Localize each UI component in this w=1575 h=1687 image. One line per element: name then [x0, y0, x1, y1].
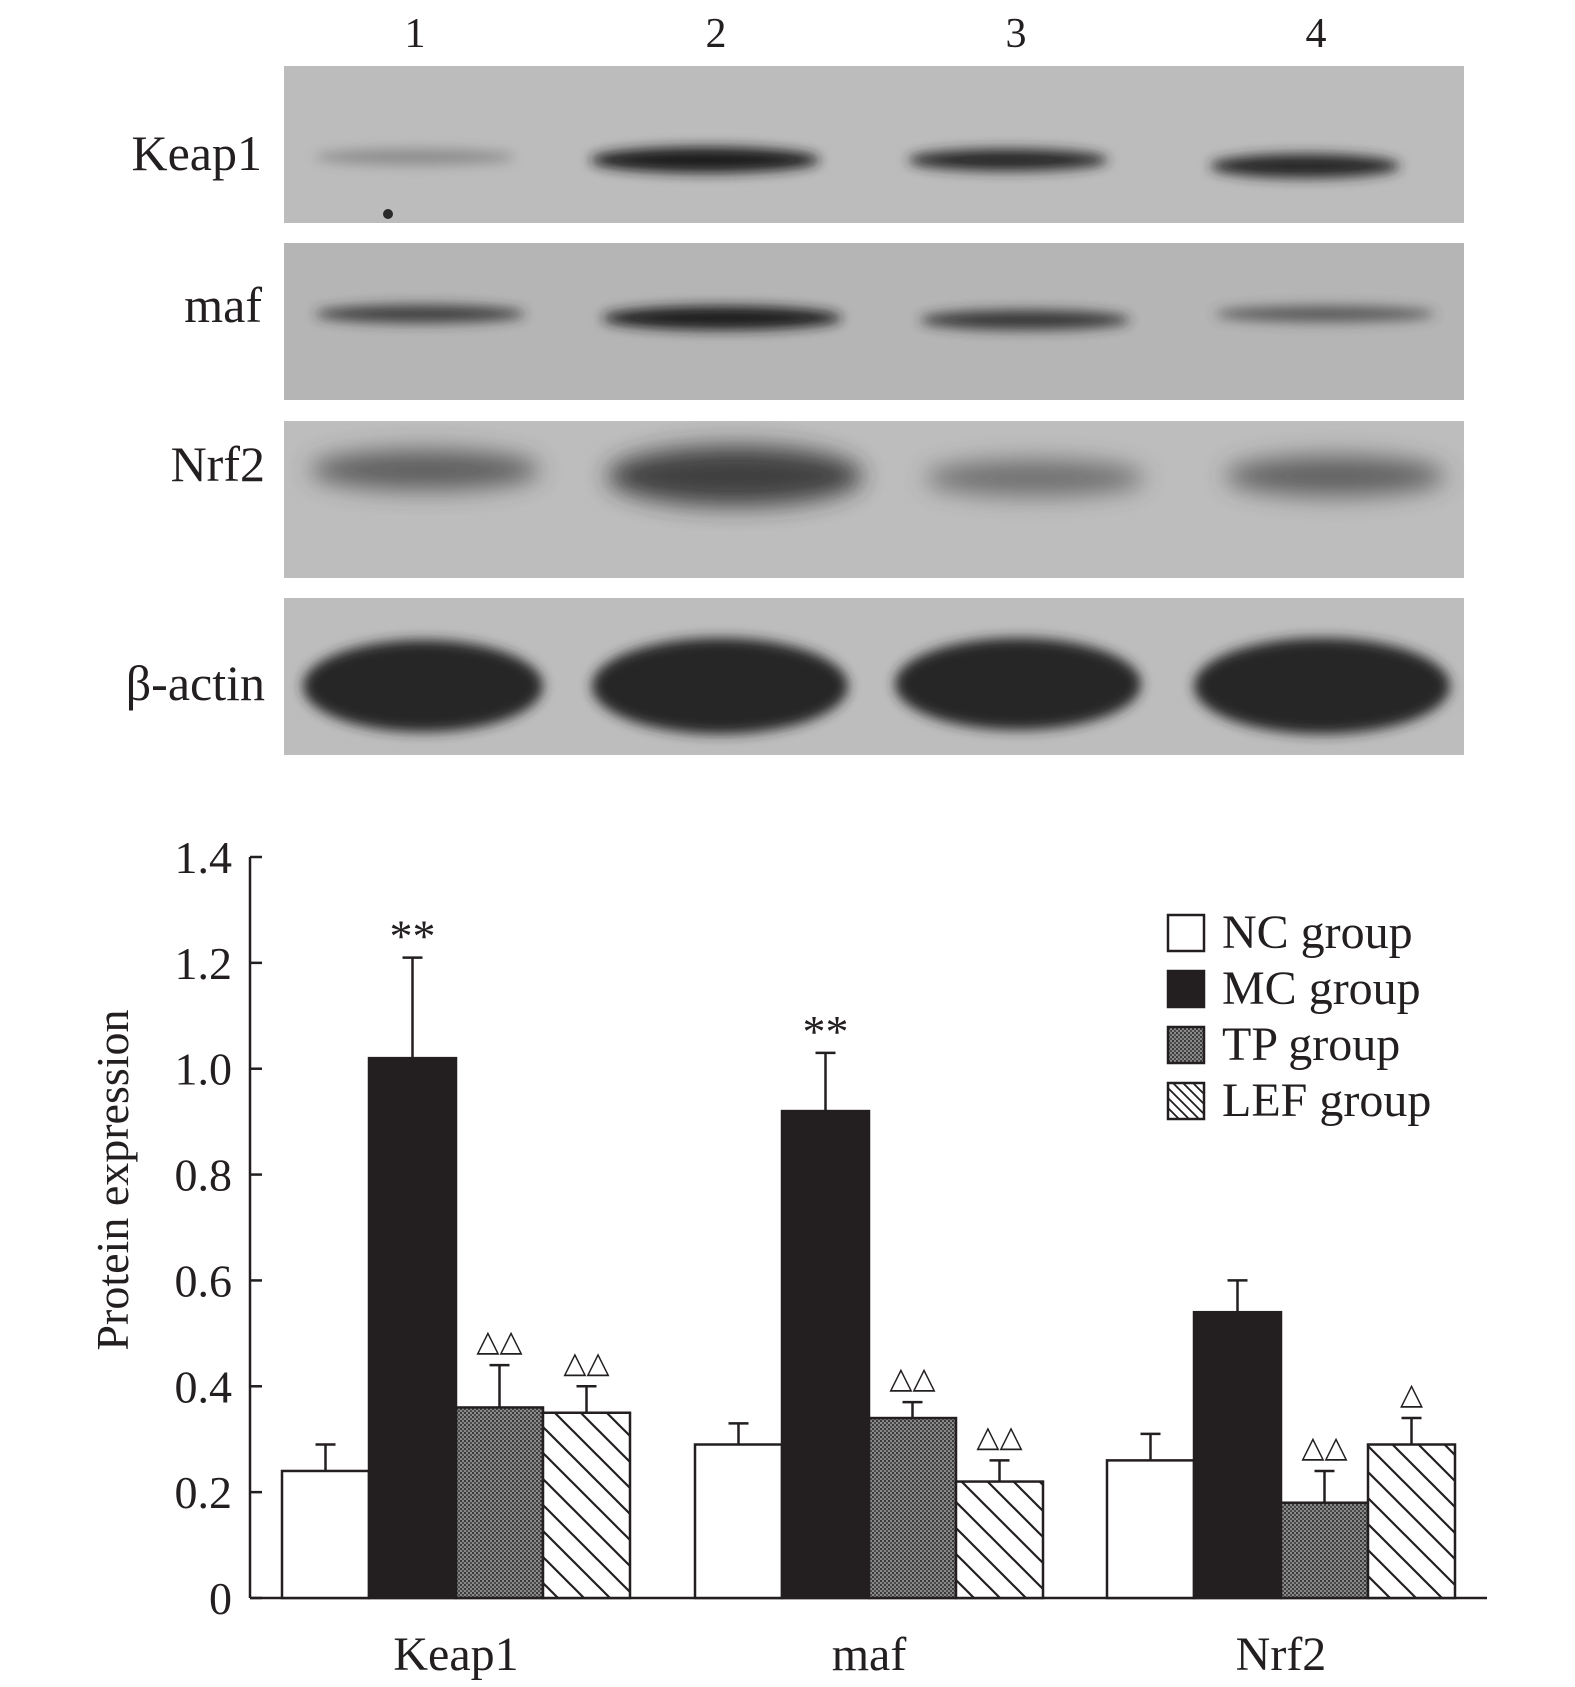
y-tick-label: 0	[209, 1573, 232, 1624]
significance-marker: **	[803, 1006, 849, 1057]
bar	[954, 1480, 1045, 1600]
significance-marker: △△	[976, 1420, 1022, 1453]
y-tick-label: 1.0	[175, 1044, 233, 1095]
bar	[280, 1469, 371, 1600]
significance-annotations: **△△△△**△△△△ △△△	[390, 911, 1424, 1464]
significance-marker: △△	[476, 1325, 522, 1358]
x-tick-label: maf	[832, 1628, 907, 1681]
significance-marker: △△	[1301, 1431, 1347, 1464]
blot-label-keap1: Keap1	[132, 125, 263, 181]
lane-label-1: 1	[405, 11, 426, 57]
blot-strip-beta-actin: β-actin	[126, 598, 1464, 755]
x-tick-label: Keap1	[393, 1628, 518, 1681]
significance-marker: △	[1400, 1378, 1423, 1411]
legend-swatch	[1166, 1025, 1206, 1065]
legend-swatch	[1166, 969, 1206, 1009]
legend-label: LEF group	[1222, 1074, 1431, 1127]
blot-strip-nrf2: Nrf2	[171, 421, 1464, 578]
lane-labels: 1 2 3 4	[405, 11, 1327, 57]
bar	[1105, 1459, 1196, 1600]
blot-label-beta-actin: β-actin	[126, 655, 265, 711]
bars	[280, 956, 1457, 1600]
y-tick-label: 0.8	[175, 1150, 233, 1201]
bar	[541, 1411, 632, 1600]
bar	[454, 1406, 545, 1600]
legend-label: NC group	[1222, 906, 1413, 959]
western-blot: 1 2 3 4 Keap1 maf	[126, 11, 1464, 755]
lane-label-4: 4	[1306, 11, 1327, 57]
y-tick-label: 0.2	[175, 1467, 233, 1518]
lane-label-3: 3	[1006, 11, 1027, 57]
bar	[1192, 1310, 1283, 1600]
blot-label-nrf2: Nrf2	[171, 436, 265, 492]
y-axis-title: Protein expression	[87, 1009, 138, 1350]
x-tick-label: Nrf2	[1236, 1628, 1327, 1681]
bar	[780, 1109, 871, 1600]
bar	[1366, 1443, 1457, 1600]
legend-label: TP group	[1222, 1018, 1400, 1071]
y-tick-label: 1.2	[175, 938, 233, 989]
legend-swatch	[1166, 913, 1206, 953]
lane-label-2: 2	[706, 11, 727, 57]
blot-strip-maf: maf	[184, 243, 1464, 400]
bar	[1279, 1501, 1370, 1600]
legend-label: MC group	[1222, 962, 1421, 1015]
bar	[367, 1056, 458, 1600]
y-axis: 0 0.2 0.4 0.6 0.8 1.0 1.2 1.4 Keap1 maf Nrf2	[175, 832, 1487, 1681]
y-tick-label: 0.6	[175, 1255, 233, 1306]
bar	[867, 1416, 958, 1600]
blot-strip-keap1: Keap1	[132, 66, 1464, 223]
blot-label-maf: maf	[184, 277, 262, 333]
y-tick-label: 0.4	[175, 1361, 233, 1412]
legend-swatch	[1166, 1081, 1206, 1121]
significance-marker: **	[390, 911, 436, 962]
y-tick-label: 1.4	[175, 832, 233, 883]
bar	[693, 1443, 784, 1600]
significance-marker: △△	[563, 1346, 609, 1379]
significance-marker: △△	[889, 1362, 935, 1395]
